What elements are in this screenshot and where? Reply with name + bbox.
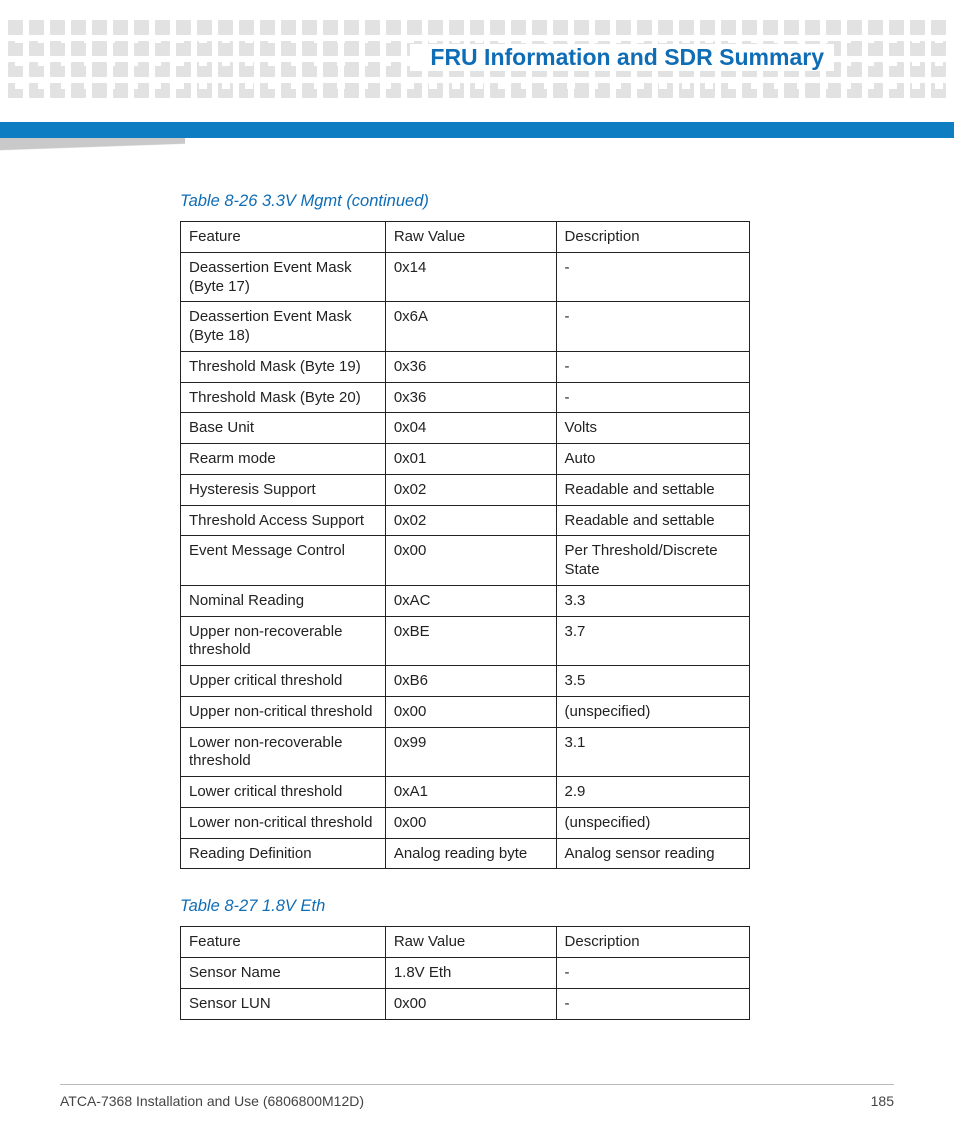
table-cell: 3.1 <box>556 727 749 777</box>
table-cell: 0x00 <box>385 536 556 586</box>
table-cell: - <box>556 958 749 989</box>
table-cell: Auto <box>556 444 749 475</box>
table-header-cell: Raw Value <box>385 222 556 253</box>
table-caption-8-27: Table 8-27 1.8V Eth <box>180 897 750 916</box>
table-cell: - <box>556 988 749 1019</box>
table-cell: - <box>556 302 749 352</box>
footer-page-number: 185 <box>871 1093 894 1109</box>
table-cell: 0x14 <box>385 252 556 302</box>
table-cell: Base Unit <box>181 413 386 444</box>
table-cell: Volts <box>556 413 749 444</box>
table-cell: 0xB6 <box>385 666 556 697</box>
footer-doc-title: ATCA-7368 Installation and Use (6806800M… <box>60 1093 364 1109</box>
table-cell: Readable and settable <box>556 505 749 536</box>
table-cell: 0x6A <box>385 302 556 352</box>
table-row: Sensor LUN0x00- <box>181 988 750 1019</box>
table-cell: - <box>556 252 749 302</box>
table-cell: Nominal Reading <box>181 585 386 616</box>
page-content: Table 8-26 3.3V Mgmt (continued) Feature… <box>180 186 750 1048</box>
table-cell: Event Message Control <box>181 536 386 586</box>
table-cell: Upper non-recoverable threshold <box>181 616 386 666</box>
table-cell: Rearm mode <box>181 444 386 475</box>
table-cell: (unspecified) <box>556 696 749 727</box>
table-row: Base Unit0x04Volts <box>181 413 750 444</box>
table-cell: 0x00 <box>385 988 556 1019</box>
table-row: Event Message Control0x00Per Threshold/D… <box>181 536 750 586</box>
table-header-cell: Description <box>556 222 749 253</box>
table-cell: Upper non-critical threshold <box>181 696 386 727</box>
table-caption-8-26: Table 8-26 3.3V Mgmt (continued) <box>180 192 750 211</box>
table-cell: Readable and settable <box>556 474 749 505</box>
table-cell: Upper critical threshold <box>181 666 386 697</box>
table-cell: Analog sensor reading <box>556 838 749 869</box>
table-cell: 0x36 <box>385 351 556 382</box>
table-row: Threshold Mask (Byte 20)0x36- <box>181 382 750 413</box>
table-row: Lower non-recoverable threshold0x993.1 <box>181 727 750 777</box>
table-row: Reading DefinitionAnalog reading byteAna… <box>181 838 750 869</box>
table-row: Sensor Name1.8V Eth- <box>181 958 750 989</box>
table-cell: Analog reading byte <box>385 838 556 869</box>
page-footer: ATCA-7368 Installation and Use (6806800M… <box>60 1084 894 1109</box>
table-8-26: FeatureRaw ValueDescriptionDeassertion E… <box>180 221 750 869</box>
table-header-cell: Feature <box>181 222 386 253</box>
table-cell: 3.3 <box>556 585 749 616</box>
table-row: Lower non-critical threshold0x00(unspeci… <box>181 807 750 838</box>
table-cell: 0x36 <box>385 382 556 413</box>
table-8-27: FeatureRaw ValueDescriptionSensor Name1.… <box>180 926 750 1019</box>
header-grey-wedge <box>0 138 185 156</box>
table-cell: 3.5 <box>556 666 749 697</box>
table-header-cell: Feature <box>181 927 386 958</box>
table-cell: Lower non-recoverable threshold <box>181 727 386 777</box>
table-cell: 3.7 <box>556 616 749 666</box>
table-row: Deassertion Event Mask (Byte 17)0x14- <box>181 252 750 302</box>
table-cell: Threshold Mask (Byte 19) <box>181 351 386 382</box>
table-cell: Lower non-critical threshold <box>181 807 386 838</box>
table-row: Threshold Access Support0x02Readable and… <box>181 505 750 536</box>
table-row: Deassertion Event Mask (Byte 18)0x6A- <box>181 302 750 352</box>
table-cell: Sensor LUN <box>181 988 386 1019</box>
table-cell: 0x00 <box>385 807 556 838</box>
table-cell: Deassertion Event Mask (Byte 18) <box>181 302 386 352</box>
table-row: Lower critical threshold0xA12.9 <box>181 777 750 808</box>
table-cell: - <box>556 382 749 413</box>
table-cell: 0x01 <box>385 444 556 475</box>
table-cell: 0x00 <box>385 696 556 727</box>
table-header-cell: Raw Value <box>385 927 556 958</box>
table-cell: 2.9 <box>556 777 749 808</box>
table-cell: Deassertion Event Mask (Byte 17) <box>181 252 386 302</box>
table-cell: 0x99 <box>385 727 556 777</box>
table-row: Nominal Reading0xAC3.3 <box>181 585 750 616</box>
table-row: Upper non-recoverable threshold0xBE3.7 <box>181 616 750 666</box>
table-cell: Hysteresis Support <box>181 474 386 505</box>
section-title: FRU Information and SDR Summary <box>410 44 834 71</box>
table-cell: Sensor Name <box>181 958 386 989</box>
table-header-cell: Description <box>556 927 749 958</box>
table-row: Threshold Mask (Byte 19)0x36- <box>181 351 750 382</box>
table-cell: Per Threshold/Discrete State <box>556 536 749 586</box>
table-row: Upper non-critical threshold0x00(unspeci… <box>181 696 750 727</box>
table-row: Upper critical threshold0xB63.5 <box>181 666 750 697</box>
table-cell: - <box>556 351 749 382</box>
table-cell: Threshold Access Support <box>181 505 386 536</box>
table-cell: 0x02 <box>385 474 556 505</box>
table-cell: Reading Definition <box>181 838 386 869</box>
header-blue-bar <box>0 122 954 138</box>
table-cell: Lower critical threshold <box>181 777 386 808</box>
table-cell: (unspecified) <box>556 807 749 838</box>
table-cell: 0xBE <box>385 616 556 666</box>
table-cell: Threshold Mask (Byte 20) <box>181 382 386 413</box>
table-cell: 0x02 <box>385 505 556 536</box>
table-row: Hysteresis Support0x02Readable and setta… <box>181 474 750 505</box>
table-cell: 1.8V Eth <box>385 958 556 989</box>
table-cell: 0xA1 <box>385 777 556 808</box>
table-cell: 0x04 <box>385 413 556 444</box>
table-cell: 0xAC <box>385 585 556 616</box>
table-row: Rearm mode0x01Auto <box>181 444 750 475</box>
